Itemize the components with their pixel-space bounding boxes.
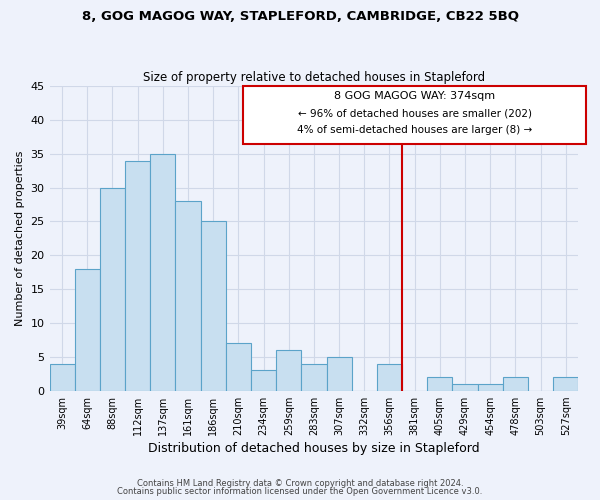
Bar — [226, 344, 251, 390]
Text: 8 GOG MAGOG WAY: 374sqm: 8 GOG MAGOG WAY: 374sqm — [334, 91, 495, 101]
Text: Contains HM Land Registry data © Crown copyright and database right 2024.: Contains HM Land Registry data © Crown c… — [137, 478, 463, 488]
Bar — [150, 154, 175, 390]
Bar — [478, 384, 503, 390]
Text: 4% of semi-detached houses are larger (8) →: 4% of semi-detached houses are larger (8… — [297, 125, 532, 135]
X-axis label: Distribution of detached houses by size in Stapleford: Distribution of detached houses by size … — [148, 442, 480, 455]
Bar — [301, 364, 326, 390]
Bar — [50, 364, 75, 390]
Text: Contains public sector information licensed under the Open Government Licence v3: Contains public sector information licen… — [118, 487, 482, 496]
Bar — [452, 384, 478, 390]
Bar — [125, 160, 150, 390]
Title: Size of property relative to detached houses in Stapleford: Size of property relative to detached ho… — [143, 70, 485, 84]
Bar — [553, 377, 578, 390]
Bar — [200, 222, 226, 390]
Bar — [326, 357, 352, 390]
Bar — [100, 188, 125, 390]
Bar — [377, 364, 402, 390]
Text: ← 96% of detached houses are smaller (202): ← 96% of detached houses are smaller (20… — [298, 108, 532, 118]
Bar — [75, 269, 100, 390]
Bar — [427, 377, 452, 390]
Bar — [503, 377, 528, 390]
Y-axis label: Number of detached properties: Number of detached properties — [15, 150, 25, 326]
Bar — [175, 201, 200, 390]
FancyBboxPatch shape — [244, 86, 586, 144]
Text: 8, GOG MAGOG WAY, STAPLEFORD, CAMBRIDGE, CB22 5BQ: 8, GOG MAGOG WAY, STAPLEFORD, CAMBRIDGE,… — [82, 10, 518, 23]
Bar — [276, 350, 301, 391]
Bar — [251, 370, 276, 390]
